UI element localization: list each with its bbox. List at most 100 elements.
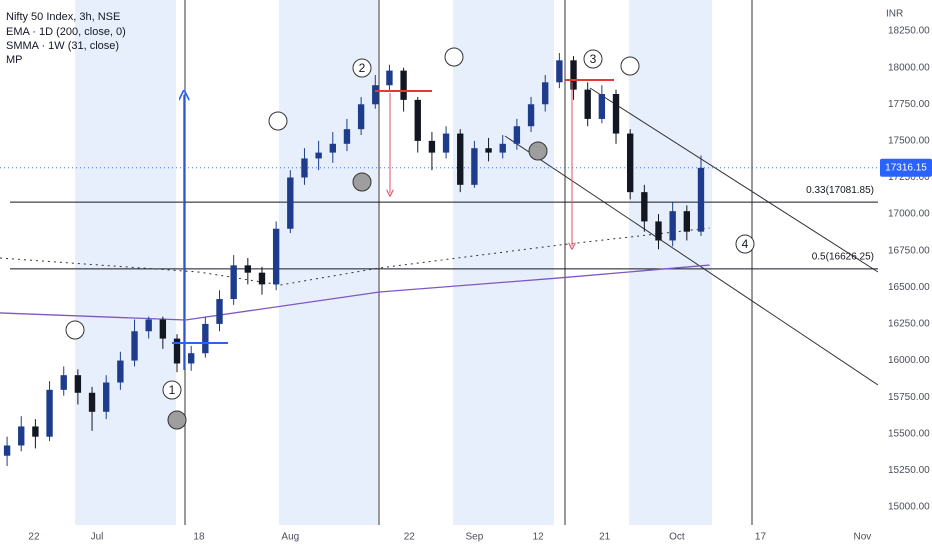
level-label: 0.5(16626.25): [812, 251, 874, 262]
vertical-lines: [184, 0, 753, 525]
candle-body: [272, 228, 280, 285]
marker-circle: [352, 58, 372, 78]
x-tick-label: 18: [193, 532, 205, 543]
channel-line: [589, 87, 879, 273]
candle-body: [159, 319, 167, 339]
candle-body: [598, 94, 606, 119]
candle-body: [542, 82, 549, 105]
y-tick-label: 18250.00: [888, 26, 930, 37]
x-tick-label: Oct: [669, 532, 685, 543]
x-tick-label: 21: [599, 532, 611, 543]
candle-body: [258, 272, 266, 285]
chart-title: Nifty 50 Index, 3h, NSE: [6, 11, 120, 23]
candle-body: [315, 152, 322, 159]
candle-body: [457, 133, 464, 185]
marker-circle: [162, 380, 182, 400]
y-tick-label: 15500.00: [888, 428, 930, 439]
last-price-label: 17316.15: [885, 162, 927, 173]
y-tick-label: 15000.00: [888, 502, 930, 513]
level-label: 0.33(17081.85): [806, 185, 874, 196]
band: [629, 0, 712, 525]
candle-body: [499, 143, 506, 153]
price-axis: [878, 0, 932, 550]
candle-body: [202, 323, 209, 354]
band: [453, 0, 554, 525]
candle-body: [46, 389, 53, 437]
legend-entry: SMMA · 1W (31, close): [6, 40, 119, 52]
candle-body: [301, 158, 308, 178]
candle-body: [626, 133, 634, 193]
candle-body: [3, 445, 11, 456]
candle-body: [18, 426, 25, 446]
grey-circle: [352, 172, 372, 192]
candle-body: [216, 299, 223, 324]
x-tick-label: 22: [28, 532, 40, 543]
grey-circle: [167, 410, 187, 430]
circles: [65, 47, 640, 430]
candle-body: [244, 265, 252, 273]
empty-circle: [268, 111, 288, 131]
candle-body: [343, 129, 351, 144]
candle-body: [145, 319, 152, 332]
candle-body: [131, 331, 138, 361]
last-price-box: [880, 158, 932, 177]
marker-label: 1: [169, 383, 176, 397]
empty-circle: [444, 47, 464, 67]
y-tick-label: 17000.00: [888, 209, 930, 220]
grey-circle: [528, 141, 548, 161]
candle-body: [88, 392, 96, 412]
candle-body: [386, 70, 393, 86]
candle-body: [400, 70, 407, 100]
candle-body: [187, 353, 195, 364]
marker-label: 4: [742, 237, 749, 251]
marker-circle: [583, 49, 603, 69]
candle-body: [32, 426, 39, 437]
legend: Nifty 50 Index, 3h, NSE EMA · 1D (200, c…: [6, 11, 126, 66]
candle-body: [471, 148, 478, 185]
x-tick-label: Aug: [281, 532, 299, 543]
channel-line: [504, 135, 879, 386]
candle-body: [173, 338, 181, 364]
legend-entry: MP: [6, 54, 23, 66]
candle-body: [556, 60, 563, 83]
marker-label: 2: [359, 61, 366, 75]
y-tick-label: 16000.00: [888, 355, 930, 366]
y-tick-label: 17750.00: [888, 99, 930, 110]
x-tick-label: Jul: [91, 532, 104, 543]
y-tick-label: 17250.00: [888, 172, 930, 183]
candle-body: [683, 211, 691, 232]
candle-body: [513, 126, 521, 144]
candle-body: [103, 382, 110, 412]
candle-body: [329, 143, 336, 153]
x-tick-label: Sep: [466, 532, 484, 543]
marker-circle: [735, 234, 755, 254]
x-tick-label: 17: [755, 532, 767, 543]
candle-body: [414, 99, 421, 141]
y-tick-label: 15250.00: [888, 465, 930, 476]
candle-body: [655, 221, 662, 241]
candle-body: [527, 104, 535, 127]
overlays: 0.33(17081.85) 0.5(16626.25): [0, 167, 878, 321]
overlay-line: [0, 227, 710, 286]
candle-body: [570, 60, 577, 90]
session-bands: [75, 0, 712, 525]
y-tick-label: 16750.00: [888, 245, 930, 256]
band: [75, 0, 176, 525]
candle-body: [428, 140, 436, 153]
candle-body: [641, 192, 648, 222]
candle-body: [60, 375, 67, 390]
candle-body: [584, 89, 591, 119]
empty-circle: [620, 56, 640, 76]
candle-body: [74, 375, 82, 393]
y-tick-label: 16250.00: [888, 319, 930, 330]
drawings: [172, 79, 614, 370]
candle-body: [230, 265, 237, 300]
candle-body: [117, 360, 124, 383]
numbered-markers: 1 2 3 4: [162, 49, 755, 400]
candle-body: [485, 148, 492, 153]
time-axis: [0, 525, 932, 550]
candle-body: [612, 94, 620, 134]
legend-entry: EMA · 1D (200, close, 0): [6, 26, 126, 38]
x-tick-label: Nov: [854, 532, 872, 543]
